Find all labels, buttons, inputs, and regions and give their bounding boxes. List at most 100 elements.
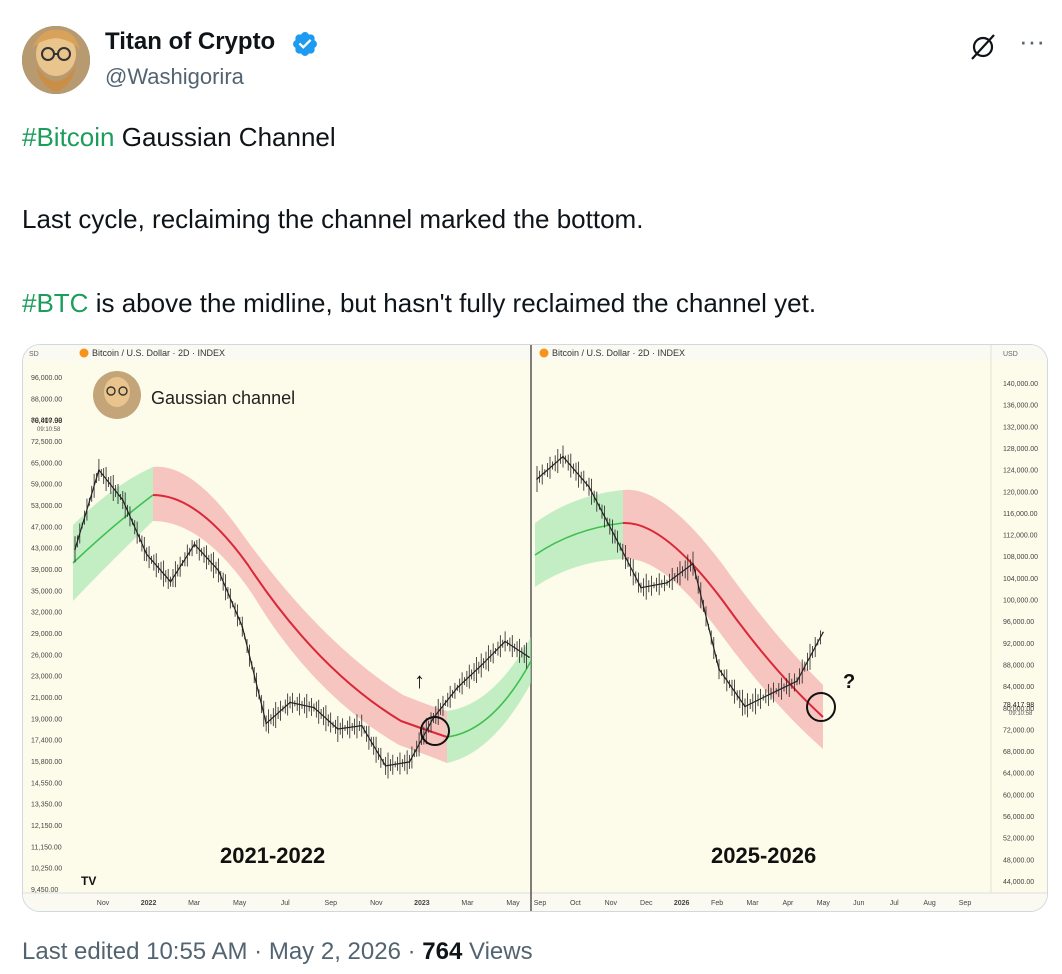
y-tick-label: 15,800.00: [31, 759, 62, 766]
y-tick-label: 132,000.00: [1003, 424, 1038, 431]
price-point: [360, 724, 363, 727]
chart-1-y-ticks: 96,000.00 88,000.00 80,000.00 72,500.00 65,0…: [31, 375, 62, 894]
chart-2-x-ticks: Sep Oct Nov Dec 2026 Feb Mar Apr May Jun Jul Aug Sep: [534, 900, 972, 907]
channel-1-down-band: [153, 466, 447, 763]
chart-1-annotation: ↑: [414, 668, 425, 693]
y-tick-label: 29,000.00: [31, 631, 62, 638]
price-point: [98, 469, 100, 471]
overlay-label: Gaussian channel: [151, 388, 295, 408]
channel-2-up-band: [535, 490, 623, 587]
x-tick-label: Aug: [923, 900, 936, 907]
price-point: [744, 705, 746, 708]
y-tick-label: 104,000.00: [1003, 576, 1038, 583]
author-name[interactable]: Titan of Crypto: [105, 28, 276, 55]
price-point: [217, 569, 220, 572]
chart-1-highlight-circle: [420, 716, 450, 746]
x-tick-label: Mar: [461, 900, 474, 907]
y-tick-label: 26,000.00: [31, 652, 62, 659]
y-tick-label: 11,150.00: [31, 844, 62, 851]
verified-badge-icon[interactable]: [291, 30, 319, 58]
y-tick-label: 72,000.00: [1003, 727, 1034, 734]
y-tick-label: 116,000.00: [1003, 511, 1038, 518]
chart-2-highlight-circle: [806, 692, 836, 722]
more-options-icon[interactable]: ···: [1019, 26, 1045, 56]
channel-2-midline-up: [534, 522, 624, 556]
bitcoin-icon: [79, 348, 89, 358]
author-handle[interactable]: @Washigorira: [105, 64, 244, 89]
y-tick-label: 59,000.00: [31, 482, 62, 489]
y-tick-label: 88,000.00: [1003, 662, 1034, 669]
price-point: [796, 680, 798, 683]
hashtag-bitcoin[interactable]: #Bitcoin: [22, 122, 115, 152]
edited-timestamp[interactable]: Last edited 10:55 AM: [22, 938, 248, 965]
y-tick-label: 32,000.00: [31, 610, 62, 617]
post-date[interactable]: May 2, 2026: [268, 938, 401, 965]
y-tick-label: 17,400.00: [31, 738, 62, 745]
price-point: [822, 631, 824, 634]
x-tick-label: 2026: [674, 900, 690, 907]
chart-1-price-time: 09:10:58: [37, 427, 61, 433]
x-tick-label: Mar: [746, 900, 759, 907]
price-point: [640, 586, 642, 589]
x-tick-label: Mar: [188, 900, 201, 907]
y-tick-label: 100,000.00: [1003, 598, 1038, 605]
x-tick-label: 2023: [414, 900, 430, 907]
chart-2-price-time: 09:10:58: [1009, 711, 1033, 717]
separator: ·: [254, 938, 263, 965]
y-tick-label: 10,250.00: [31, 866, 62, 873]
x-tick-label: Jul: [281, 900, 290, 907]
author-avatar[interactable]: [22, 26, 90, 94]
tweet-media-chart[interactable]: Bitcoin / U.S. Dollar · 2D · INDEX Bitco…: [22, 344, 1048, 912]
y-tick-label: 39,000.00: [31, 567, 62, 574]
x-tick-label: Sep: [325, 900, 338, 907]
price-point: [614, 535, 616, 538]
y-tick-label: 72,500.00: [31, 439, 62, 446]
price-point: [265, 722, 267, 725]
x-tick-label: Jul: [890, 900, 899, 907]
y-tick-label: 52,000.00: [1003, 836, 1034, 843]
x-tick-label: May: [817, 900, 831, 907]
price-point: [241, 625, 244, 628]
y-tick-label: 128,000.00: [1003, 446, 1038, 453]
channel-2: [534, 489, 824, 749]
chart-background: [23, 345, 1047, 911]
y-tick-label: 96,000.00: [31, 375, 62, 382]
y-tick-label: 64,000.00: [1003, 771, 1034, 778]
channel-2-down-band: [623, 489, 823, 749]
chart-2-annotation: ?: [843, 671, 855, 693]
y-tick-label: 56,000.00: [1003, 814, 1034, 821]
chart-2-y-ticks: 140,000.00 136,000.00 132,000.00 128,000.00…: [1003, 381, 1038, 886]
x-tick-label: 2022: [141, 900, 157, 907]
tweet-text-segment: is above the midline, but hasn't fully r…: [88, 288, 817, 318]
price-point: [408, 761, 411, 763]
y-tick-label: 88,000.00: [31, 396, 62, 403]
price-point: [384, 765, 387, 767]
channel-1: [72, 466, 532, 763]
tweet-paragraph-1: #Bitcoin Gaussian Channel: [22, 120, 336, 154]
price-point: [504, 640, 506, 643]
tweet-paragraph-3: #BTC is above the midline, but hasn't fu…: [22, 286, 816, 320]
y-tick-label: 108,000.00: [1003, 554, 1038, 561]
channel-1-midline-up: [446, 660, 532, 738]
gaussian-channel-chart: Bitcoin / U.S. Dollar · 2D · INDEX Bitco…: [23, 345, 1047, 911]
tradingview-logo-icon: TV: [81, 874, 96, 888]
hashtag-btc[interactable]: #BTC: [22, 288, 89, 318]
x-tick-label: Apr: [782, 900, 794, 907]
bitcoin-icon: [539, 348, 549, 358]
y-tick-label: 96,000.00: [1003, 619, 1034, 626]
price-point: [145, 553, 148, 556]
price-point: [121, 499, 124, 501]
chart-1-period-label: 2021-2022: [220, 843, 325, 868]
price-point: [456, 687, 459, 689]
y-tick-label: 47,000.00: [31, 524, 62, 531]
x-tick-label: Feb: [711, 900, 723, 907]
chart-2-price-label: 78,417.98: [1003, 702, 1034, 709]
x-tick-label: May: [233, 900, 247, 907]
overlay-avatar: [93, 371, 141, 419]
y-tick-label: 120,000.00: [1003, 489, 1038, 496]
chart-1-axis-unit: SD: [29, 351, 39, 358]
chart-1-title: Bitcoin / U.S. Dollar · 2D · INDEX: [92, 348, 225, 358]
chart-1-price-series: [74, 459, 530, 779]
grok-icon[interactable]: [968, 32, 998, 62]
y-tick-label: 53,000.00: [31, 503, 62, 510]
